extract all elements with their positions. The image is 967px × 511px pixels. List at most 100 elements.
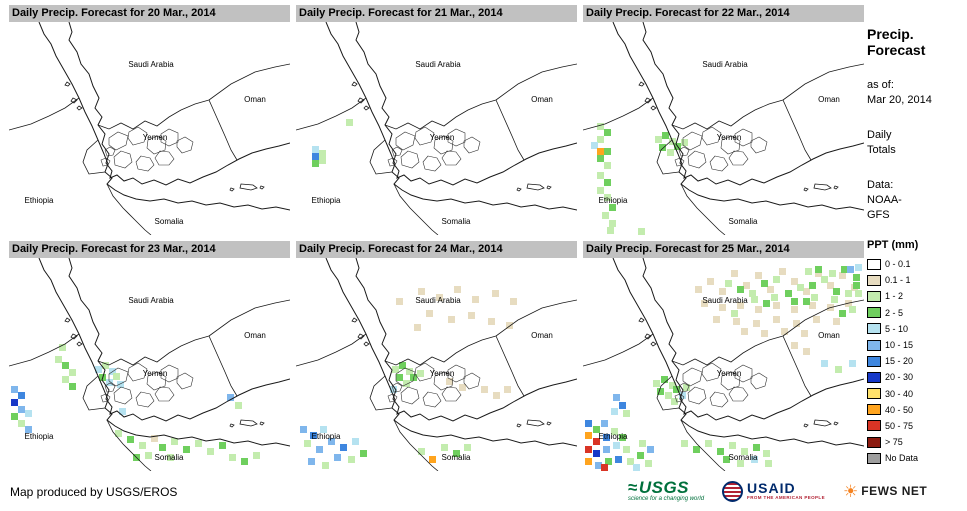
legend-swatch [867, 274, 881, 286]
precip-cell [849, 360, 856, 367]
usaid-logo: USAID FROM THE AMERICAN PEOPLE [722, 480, 825, 502]
admin-boundary [734, 364, 753, 383]
precip-cell [102, 362, 109, 369]
sidebar: Precip. Forecast as of: Mar 20, 2014 Dai… [867, 26, 965, 466]
legend-label: 15 - 20 [885, 356, 914, 367]
precip-cell [723, 456, 730, 463]
precip-cell [833, 288, 840, 295]
precip-cell [671, 398, 678, 405]
precip-cell [145, 452, 152, 459]
legend-item: No Data [867, 450, 965, 466]
country-border [82, 375, 106, 411]
precip-cell [645, 460, 652, 467]
precip-cell [319, 157, 326, 164]
totals-line1: Daily [867, 129, 892, 141]
data-source-block: Data: NOAA- GFS [867, 178, 965, 223]
admin-boundary [701, 362, 722, 382]
legend-label: 10 - 15 [885, 340, 914, 351]
country-label: Saudi Arabia [128, 296, 174, 305]
admin-boundary [750, 136, 768, 154]
admin-boundary [135, 155, 155, 172]
coastline [642, 22, 864, 186]
country-label: Somalia [442, 453, 471, 462]
admin-boundary [113, 386, 133, 405]
map-canvas: Saudi Arabia Oman Yemen Ethiopia Somalia [296, 258, 577, 471]
map-panel: Daily Precip. Forecast for 20 Mar., 2014… [9, 5, 290, 235]
legend-item: 30 - 40 [867, 386, 965, 402]
precip-cell [585, 458, 592, 465]
precip-cell [472, 296, 479, 303]
precip-cell [488, 318, 495, 325]
legend-list: 0 - 0.1 0.1 - 1 1 - 2 2 - 5 5 - 10 10 - 15 15 … [867, 256, 965, 466]
precip-cell [627, 458, 634, 465]
precip-cell [797, 284, 804, 291]
island-outline [833, 421, 839, 426]
legend-item: 15 - 20 [867, 353, 965, 369]
legend-item: 40 - 50 [867, 402, 965, 418]
precip-cell [725, 280, 732, 287]
country-border [369, 375, 393, 411]
admin-boundary [154, 386, 175, 402]
precip-cell [707, 278, 714, 285]
admin-boundary [734, 128, 753, 147]
precip-cell [731, 310, 738, 317]
sidebar-title: Precip. Forecast [867, 26, 965, 58]
country-border [782, 99, 812, 161]
precip-cell [733, 318, 740, 325]
country-border [671, 99, 784, 130]
precip-cell [115, 430, 122, 437]
precip-cell [585, 432, 592, 439]
precip-cell [815, 270, 822, 277]
precip-cell [585, 420, 592, 427]
precip-cell [320, 426, 327, 433]
country-border [384, 99, 497, 130]
precip-cell [493, 392, 500, 399]
admin-boundary [113, 150, 133, 169]
admin-boundary [108, 367, 129, 387]
precip-cell [693, 446, 700, 453]
legend-label: 20 - 30 [885, 372, 914, 383]
admin-boundary [104, 146, 116, 157]
precip-cell [815, 266, 822, 273]
coastline [38, 22, 290, 211]
admin-boundary [414, 126, 435, 146]
island-outline [70, 333, 78, 340]
island-outline [650, 105, 657, 111]
precip-cell [657, 388, 664, 395]
precip-cell [639, 440, 646, 447]
country-border [9, 333, 80, 367]
country-label: Saudi Arabia [415, 296, 461, 305]
precip-cell [604, 179, 611, 186]
admin-boundary [391, 146, 403, 157]
usgs-tagline: science for a changing world [628, 496, 705, 502]
country-label: Somalia [155, 453, 184, 462]
precip-cell [638, 228, 645, 235]
island-outline [259, 185, 265, 190]
admin-boundary [687, 150, 707, 169]
country-label: Ethiopia [599, 196, 628, 205]
precip-cell [593, 426, 600, 433]
legend-item: 2 - 5 [867, 305, 965, 321]
precip-cell [396, 374, 403, 381]
legend-swatch [867, 371, 881, 383]
credit-text: Map produced by USGS/EROS [10, 485, 178, 499]
admin-boundary [160, 128, 179, 147]
precip-cell [62, 362, 69, 369]
legend-swatch [867, 355, 881, 367]
panel-title: Daily Precip. Forecast for 23 Mar., 2014 [9, 241, 290, 258]
precip-cell [767, 286, 774, 293]
usaid-name: USAID [747, 480, 796, 496]
precip-cell [813, 316, 820, 323]
precip-cell [853, 282, 860, 289]
island-outline [357, 333, 365, 340]
totals-block: Daily Totals [867, 128, 965, 158]
island-outline [813, 183, 832, 191]
panel-title: Daily Precip. Forecast for 25 Mar., 2014 [583, 241, 864, 258]
admin-boundary [127, 126, 148, 146]
precip-cell [661, 376, 668, 383]
admin-boundary [154, 150, 175, 166]
legend-label: No Data [885, 453, 919, 464]
precip-cell [835, 366, 842, 373]
precip-cell [310, 432, 317, 439]
coastline [325, 258, 577, 447]
